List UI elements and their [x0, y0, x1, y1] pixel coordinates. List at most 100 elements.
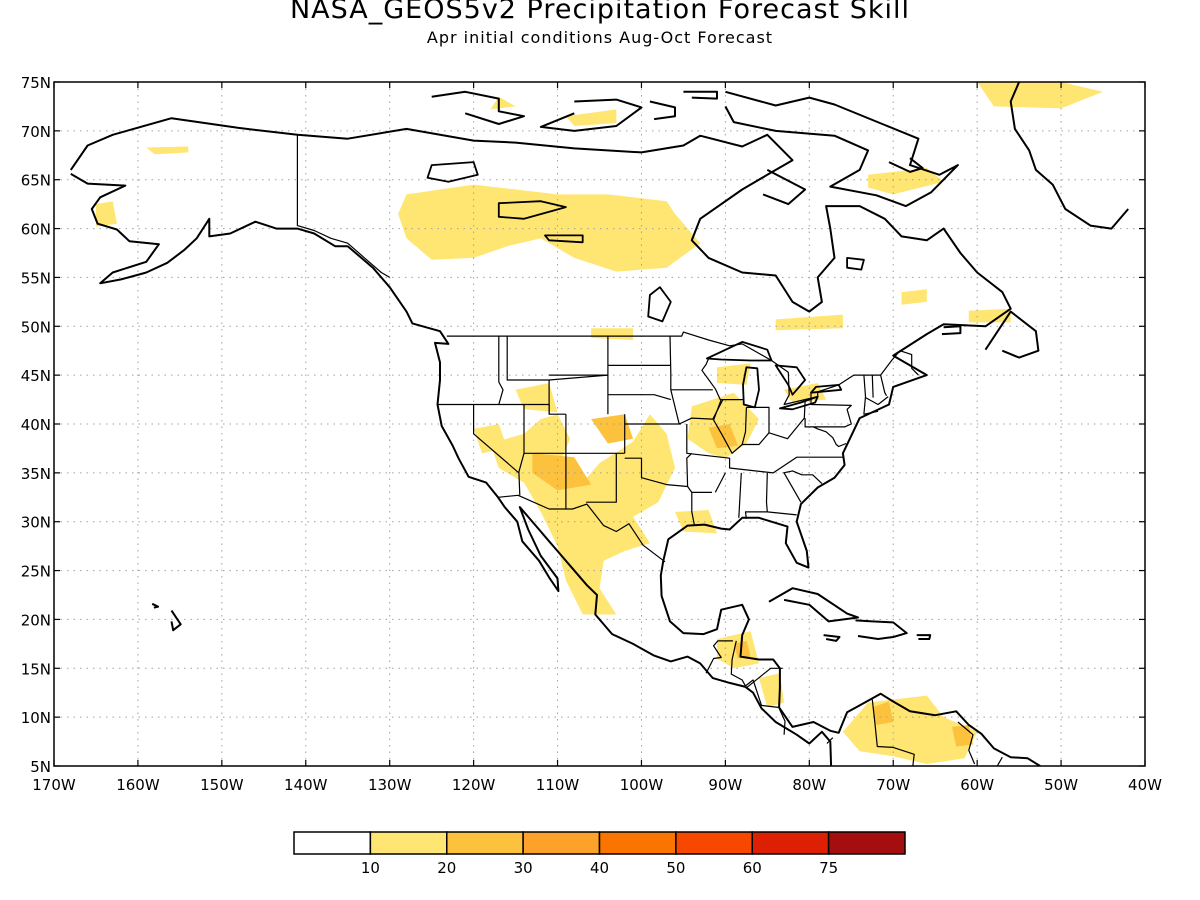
- skill-region-14: [473, 424, 508, 454]
- border-29: [691, 491, 712, 525]
- border-35: [804, 391, 852, 428]
- border-39: [871, 375, 874, 398]
- skill-region-23: [733, 640, 751, 659]
- border-9: [506, 336, 608, 381]
- colorbar-swatch-0: [293, 831, 372, 855]
- border-40: [880, 374, 888, 396]
- lon-tick-label: 40W: [1128, 776, 1162, 794]
- border-42: [705, 640, 733, 674]
- lon-tick-label: 140W: [284, 776, 328, 794]
- colorbar-label: 40: [590, 859, 609, 877]
- colorbar-swatch-5: [675, 831, 753, 855]
- colorbar: 10 20 30 40 50 60 75: [293, 831, 906, 877]
- border-31: [744, 472, 768, 519]
- lake-9: [846, 257, 865, 271]
- lat-tick-label: 20N: [21, 611, 51, 629]
- skill-region-29: [977, 82, 1103, 109]
- colorbar-swatch-4: [598, 831, 677, 855]
- border-48: [996, 756, 1003, 766]
- lat-tick-label: 10N: [21, 709, 51, 727]
- skill-region-24: [759, 673, 785, 708]
- skill-region-26: [872, 701, 894, 725]
- border-41: [730, 640, 783, 689]
- lat-tick-label: 30N: [21, 514, 51, 532]
- skill-region-15: [532, 453, 592, 491]
- border-47: [957, 721, 976, 765]
- colorbar-swatch-2: [446, 831, 524, 855]
- lat-tick-label: 60N: [21, 221, 51, 239]
- coastline-5: [539, 98, 643, 132]
- lake-6: [426, 161, 479, 183]
- coastline-8: [762, 169, 807, 206]
- coastline-13: [916, 634, 932, 640]
- coastline-9: [984, 310, 1040, 359]
- border-43: [745, 679, 779, 708]
- border-30: [714, 472, 726, 493]
- border-6: [518, 404, 525, 496]
- lat-tick-label: 65N: [21, 172, 51, 190]
- lon-tick-label: 80W: [792, 776, 826, 794]
- skill-region-4: [565, 109, 617, 126]
- skill-region-7: [868, 168, 944, 195]
- lat-tick-label: 15N: [21, 660, 51, 678]
- border-1: [446, 331, 919, 406]
- lon-tick-label: 100W: [620, 776, 664, 794]
- skill-region-13: [490, 414, 675, 615]
- border-45: [826, 737, 834, 744]
- colorbar-swatch-6: [751, 831, 830, 855]
- border-32: [767, 511, 797, 516]
- lat-tick-label: 55N: [21, 269, 51, 287]
- skill-region-5: [146, 146, 189, 155]
- lake-5: [647, 286, 672, 323]
- colorbar-swatch-3: [522, 831, 601, 855]
- lake-8: [544, 234, 584, 244]
- colorbar-swatch-7: [827, 831, 906, 855]
- skill-region-8: [775, 314, 843, 331]
- skill-region-10: [901, 289, 927, 305]
- lat-tick-label: 25N: [21, 563, 51, 581]
- skill-region-16: [591, 414, 634, 444]
- border-18: [607, 394, 671, 401]
- coastline-14: [170, 610, 182, 632]
- skill-region-3: [490, 96, 516, 110]
- lon-tick-label: 120W: [452, 776, 496, 794]
- lon-tick-label: 60W: [960, 776, 994, 794]
- border-37: [863, 375, 879, 415]
- lat-tick-label: 45N: [21, 367, 51, 385]
- coastline-3: [724, 90, 959, 208]
- border-38: [865, 396, 889, 406]
- border-46: [871, 699, 915, 766]
- colorbar-swatch-1: [369, 831, 448, 855]
- skill-region-6: [96, 201, 117, 227]
- skill-region-9: [968, 308, 1011, 323]
- lat-tick-label: 50N: [21, 318, 51, 336]
- border-24: [701, 358, 744, 401]
- border-15: [586, 453, 617, 503]
- lake-7: [497, 200, 567, 220]
- border-2: [497, 494, 666, 563]
- coastline-4: [431, 90, 525, 125]
- coastline-17: [941, 325, 962, 336]
- border-27: [742, 432, 770, 446]
- border-36: [813, 426, 847, 448]
- coastline-6: [649, 100, 676, 121]
- chart-title: NASA_GEOS5v2 Precipitation Forecast Skil…: [289, 0, 911, 25]
- coastline-7: [683, 90, 718, 100]
- lat-tick-label: 70N: [21, 123, 51, 141]
- border-33: [783, 470, 823, 485]
- border-16: [624, 457, 693, 493]
- lat-tick-label: 35N: [21, 465, 51, 483]
- chart-subtitle: Apr initial conditions Aug-Oct Forecast: [426, 28, 774, 47]
- lake-1: [742, 366, 760, 409]
- border-25: [713, 399, 747, 454]
- colorbar-label: 60: [743, 859, 762, 877]
- lon-tick-label: 150W: [200, 776, 244, 794]
- skill-region-12: [515, 383, 558, 413]
- political-borders-layer: [296, 134, 1003, 766]
- coastline-2: [1009, 82, 1129, 230]
- coastline-11: [855, 619, 908, 640]
- lake-2: [774, 364, 806, 396]
- coastline-1: [70, 173, 833, 766]
